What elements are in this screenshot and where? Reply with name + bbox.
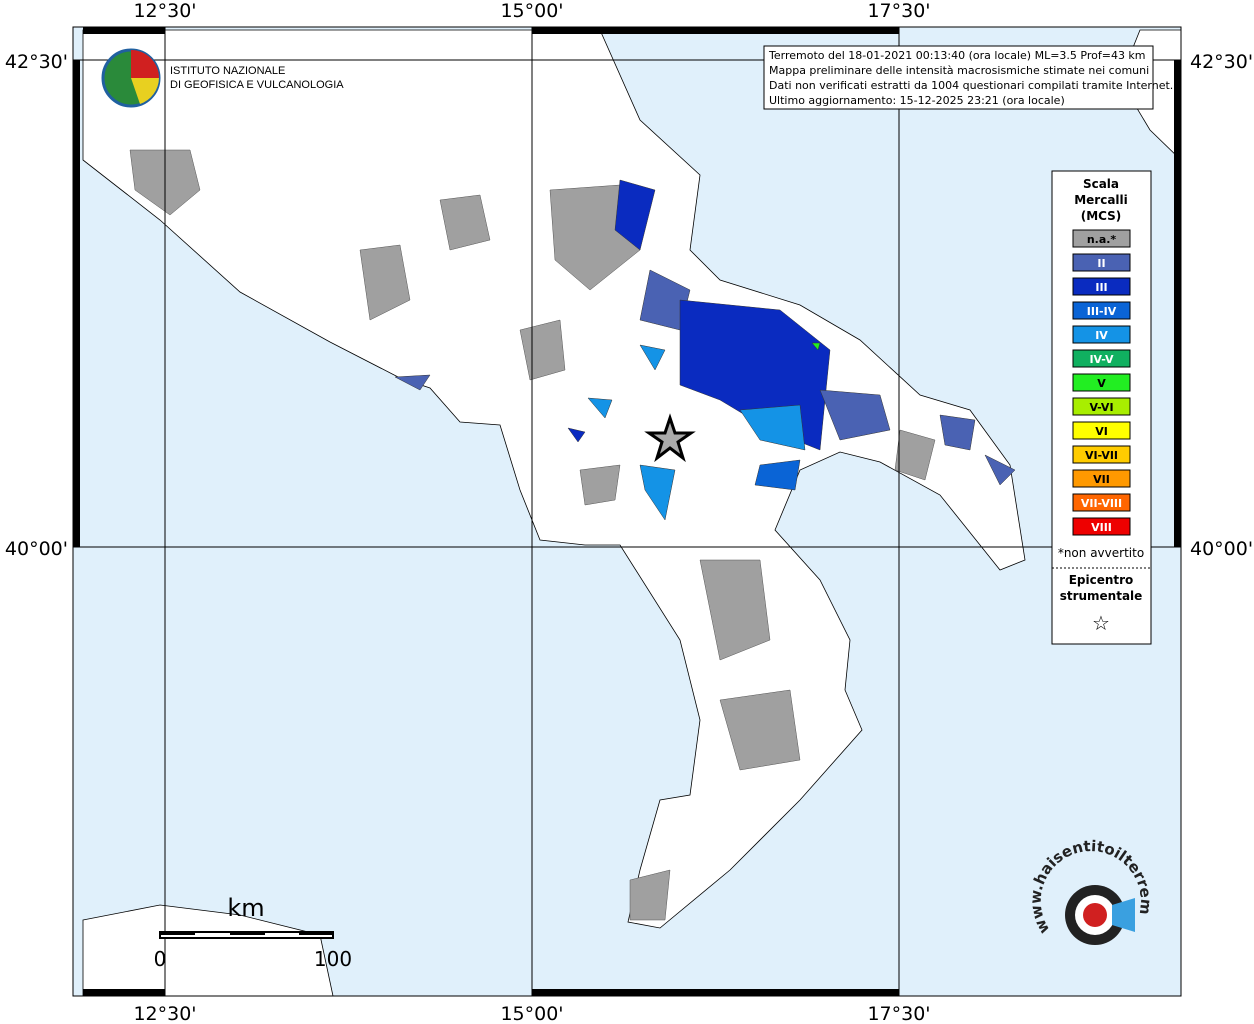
info-line: Terremoto del 18-01-2021 00:13:40 (ora l… — [768, 49, 1146, 62]
scale-label: 0 — [154, 947, 167, 971]
legend-swatch — [1072, 517, 1131, 536]
scale-unit: km — [227, 894, 264, 922]
legend-swatch — [1072, 421, 1131, 440]
legend-label: V — [1097, 377, 1106, 390]
graticule — [73, 27, 1181, 996]
lon-label: 12°30' — [133, 0, 196, 22]
lat-label: 40°00' — [5, 538, 68, 560]
legend-swatch — [1072, 325, 1131, 344]
lat-label: 42°30' — [1190, 51, 1253, 73]
legend: Scala Mercalli (MCS) *non avvertito Epic… — [1051, 170, 1152, 645]
legend-label: VI — [1095, 425, 1108, 438]
lon-label: 15°00' — [500, 1003, 563, 1024]
legend-label: VIII — [1091, 521, 1112, 534]
scale-label: 100 — [314, 947, 352, 971]
lat-labels: 42°30' 40°00' 42°30' 40°00' — [5, 51, 1253, 560]
legend-swatch — [1072, 277, 1131, 296]
legend-swatch — [1072, 253, 1131, 272]
municipalities-felt — [394, 179, 1016, 521]
legend-swatch — [1072, 229, 1131, 248]
legend-footnote: *non avvertito — [1058, 546, 1144, 560]
legend-label: IV — [1095, 329, 1108, 342]
institute-name: DI GEOFISICA E VULCANOLOGIA — [170, 79, 344, 91]
legend-label: VII — [1093, 473, 1110, 486]
legend-label: III-IV — [1087, 305, 1117, 318]
epicentre-symbol: ☆ — [1092, 611, 1110, 635]
legend-label: III — [1095, 281, 1107, 294]
lon-label: 17°30' — [867, 1003, 930, 1024]
legend-title: (MCS) — [1081, 209, 1122, 223]
epicentre-title: Epicentro — [1069, 573, 1134, 587]
info-box: Terremoto del 18-01-2021 00:13:40 (ora l… — [763, 45, 1173, 110]
lon-label: 12°30' — [133, 1003, 196, 1024]
legend-label: V-VI — [1089, 401, 1113, 414]
legend-title: Scala — [1083, 177, 1119, 191]
epicentre-star — [644, 413, 696, 463]
legend-swatch — [1072, 397, 1131, 416]
legend-swatch — [1072, 373, 1131, 392]
legend-title: Mercalli — [1074, 193, 1128, 207]
legend-label: n.a.* — [1087, 233, 1117, 246]
legend-label: II — [1097, 257, 1105, 270]
institute-name: ISTITUTO NAZIONALE — [170, 65, 285, 77]
scale-bar: km 0 100 — [154, 894, 352, 971]
lon-label: 15°00' — [500, 0, 563, 22]
lat-label: 42°30' — [5, 51, 68, 73]
frame — [72, 26, 1182, 997]
lon-labels: 12°30' 15°00' 17°30' 12°30' 15°00' 17°30… — [133, 0, 930, 1024]
lat-label: 40°00' — [1190, 538, 1253, 560]
legend-swatch — [1072, 445, 1131, 464]
legend-swatch — [1072, 349, 1131, 368]
ingv-logo: ISTITUTO NAZIONALE DI GEOFISICA E VULCAN… — [101, 48, 344, 108]
legend-swatch — [1072, 469, 1131, 488]
info-line: Mappa preliminare delle intensità macros… — [769, 64, 1149, 77]
legend-label: VII-VIII — [1081, 497, 1122, 510]
legend-swatch — [1072, 301, 1131, 320]
info-line: Ultimo aggiornamento: 15-12-2025 23:21 (… — [769, 94, 1065, 107]
info-line: Dati non verificati estratti da 1004 que… — [769, 79, 1173, 92]
legend-label: IV-V — [1089, 353, 1114, 366]
lon-label: 17°30' — [867, 0, 930, 22]
epicentre-title: strumentale — [1060, 589, 1143, 603]
legend-swatch — [1072, 493, 1131, 512]
legend-label: VI-VII — [1085, 449, 1118, 462]
